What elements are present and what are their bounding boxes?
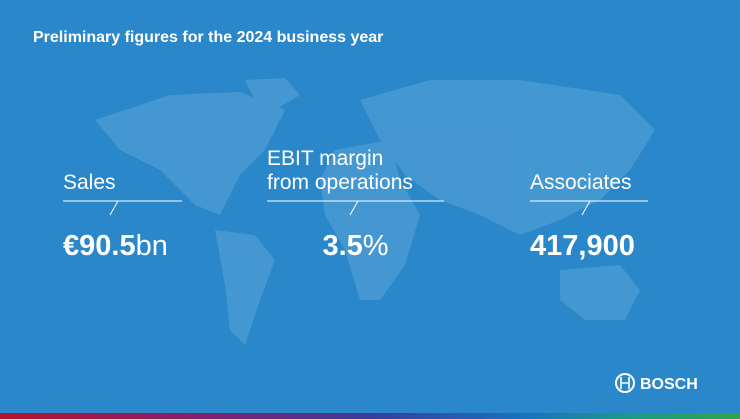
logo-text: BOSCH [640, 376, 698, 393]
value-number: 417,900 [530, 230, 635, 262]
world-map [95, 78, 655, 345]
figure-label: EBIT margin [267, 147, 383, 170]
value-number: 3.5 [322, 230, 362, 262]
value-unit: bn [136, 230, 168, 262]
figure-value: 3.5% [322, 230, 388, 262]
logo: BOSCH [615, 373, 698, 393]
title: Preliminary figures for the 2024 busines… [33, 29, 383, 46]
divider [267, 200, 444, 216]
color-strip [0, 413, 740, 419]
logo-armature [620, 377, 630, 389]
divider [530, 200, 648, 216]
figure-value: 417,900 [530, 230, 635, 262]
value-unit: % [363, 230, 389, 262]
figure-label: Sales [63, 171, 116, 194]
figure-label: from operations [267, 171, 413, 194]
figure-value: €90.5bn [63, 230, 168, 262]
divider [63, 200, 182, 216]
figure-label: Associates [530, 171, 632, 194]
value-number: €90.5 [63, 230, 136, 262]
logo-mark [615, 373, 635, 393]
